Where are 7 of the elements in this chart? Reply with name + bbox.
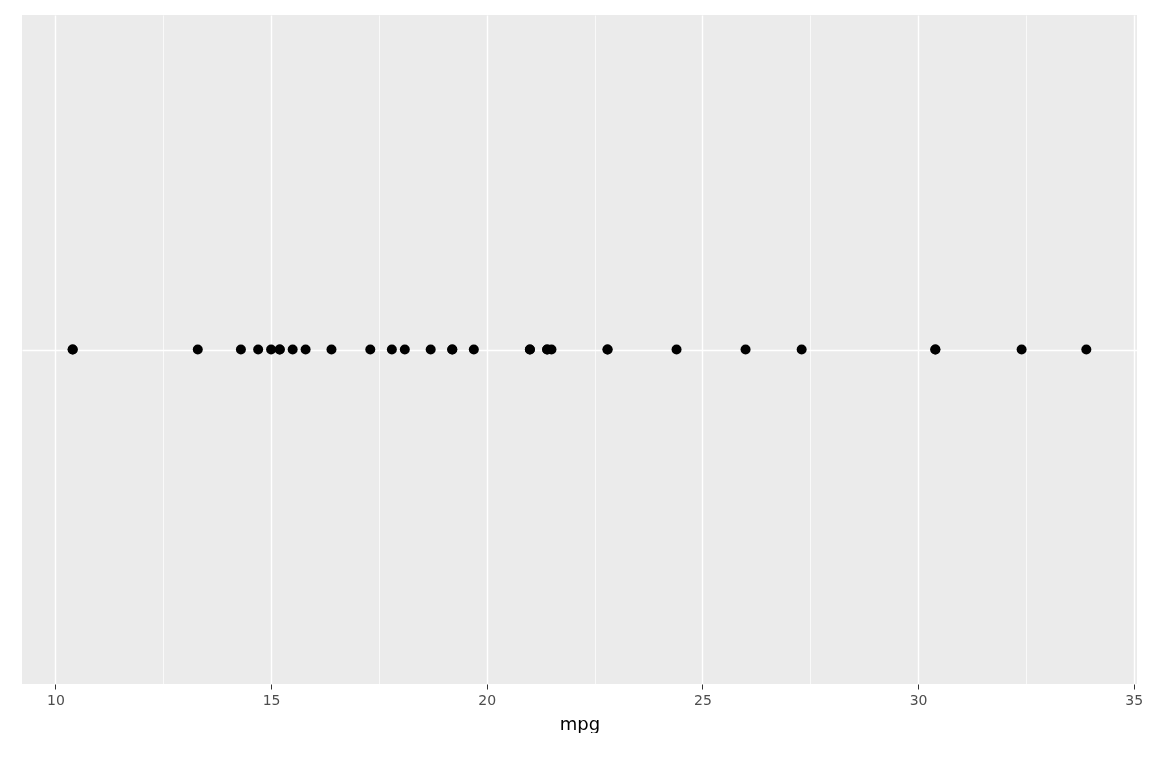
x-tick-label: 15 [262,691,281,708]
x-tick-label: 30 [909,691,928,708]
x-tick-label: 20 [478,691,497,708]
x-tick-label: 10 [47,691,65,708]
x-tick-label: 35 [1125,691,1144,708]
x-tick-label: 25 [694,691,712,708]
x-axis-title: mpg [559,712,601,734]
